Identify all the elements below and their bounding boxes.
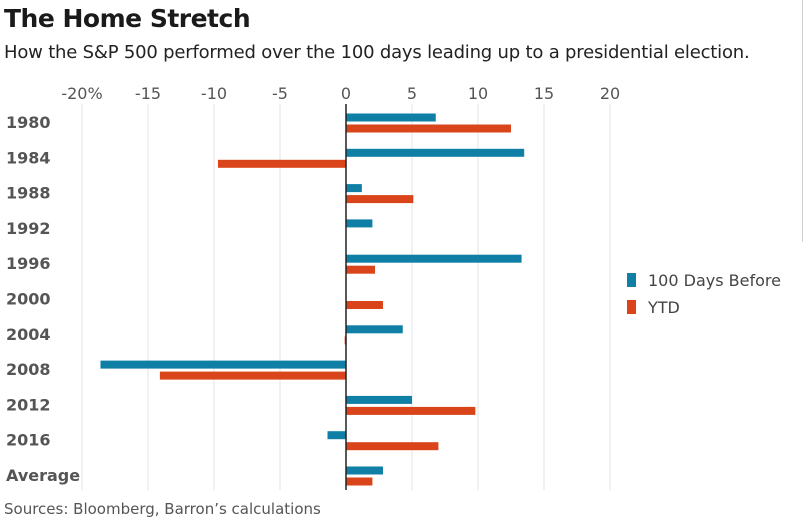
- bar-ytd: [346, 301, 383, 309]
- category-label: 2016: [6, 431, 51, 450]
- bar-100-days: [346, 254, 522, 263]
- chart-title: The Home Stretch: [4, 4, 251, 33]
- legend: 100 Days Before YTD: [627, 271, 781, 317]
- legend-label: YTD: [647, 298, 680, 317]
- category-label: 1996: [6, 254, 51, 273]
- bar-100-days: [100, 360, 346, 369]
- bar-ytd: [159, 371, 346, 380]
- legend-label: 100 Days Before: [648, 271, 781, 290]
- bar-100-days: [346, 113, 436, 122]
- x-tick-label: -5: [272, 84, 288, 103]
- category-label: Average: [6, 466, 80, 485]
- x-axis-ticks: -20% -15 -10 -5 0 5 10 15 20: [61, 84, 620, 103]
- grid-lines: [81, 104, 611, 490]
- legend-swatch: [627, 273, 636, 287]
- legend-swatch: [627, 300, 636, 314]
- bar-100-days: [346, 219, 373, 228]
- bar-100-days: [327, 431, 346, 440]
- category-label: 1992: [6, 219, 51, 238]
- x-tick-label: 20: [600, 84, 620, 103]
- x-tick-label: 0: [341, 84, 351, 103]
- panel-divider: [802, 0, 803, 242]
- bars: [100, 113, 525, 486]
- bar-ytd: [346, 477, 373, 486]
- bar-ytd: [346, 195, 414, 204]
- x-tick-label: 10: [468, 84, 488, 103]
- x-tick-label: -15: [135, 84, 161, 103]
- bar-ytd: [346, 442, 439, 451]
- x-tick-label: -20%: [61, 84, 102, 103]
- category-label: 1988: [6, 184, 51, 203]
- source-note: Sources: Bloomberg, Barron’s calculation…: [4, 500, 321, 518]
- bar-100-days: [346, 184, 362, 193]
- bar-ytd: [346, 265, 376, 274]
- bar-ytd: [346, 406, 476, 415]
- bar-100-days: [346, 325, 403, 334]
- chart-subtitle: How the S&P 500 performed over the 100 d…: [4, 42, 750, 63]
- bar-100-days: [346, 466, 383, 475]
- category-labels: 1980 1984 1988 1992 1996 2000 2004 2008 2012 2016…: [6, 113, 80, 485]
- category-label: 1984: [6, 148, 51, 167]
- x-tick-label: -10: [201, 84, 227, 103]
- x-tick-label: 15: [534, 84, 554, 103]
- category-label: 2000: [6, 290, 51, 309]
- bar-100-days: [346, 148, 525, 157]
- bar-ytd: [217, 159, 346, 168]
- category-label: 2008: [6, 360, 51, 379]
- category-label: 2012: [6, 395, 51, 414]
- category-label: 1980: [6, 113, 51, 132]
- bar-ytd: [346, 124, 511, 133]
- bar-100-days: [346, 395, 412, 404]
- x-tick-label: 5: [407, 84, 417, 103]
- category-label: 2004: [6, 325, 51, 344]
